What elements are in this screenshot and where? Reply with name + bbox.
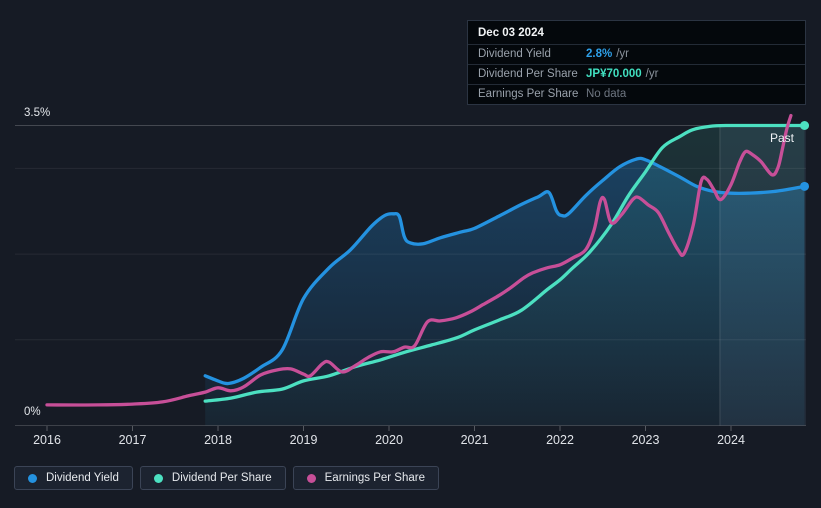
y-axis-label-max: 3.5% bbox=[24, 107, 51, 119]
x-axis-label: 2018 bbox=[204, 433, 232, 447]
x-axis-label: 2024 bbox=[717, 433, 745, 447]
legend: Dividend Yield Dividend Per Share Earnin… bbox=[14, 466, 439, 490]
legend-label: Dividend Yield bbox=[46, 472, 119, 484]
x-axis-label: 2022 bbox=[546, 433, 574, 447]
x-axis-label: 2019 bbox=[289, 433, 318, 447]
dividend-yield-dot-icon bbox=[28, 473, 37, 483]
tooltip: Dec 03 2024 Dividend Yield 2.8% /yr Divi… bbox=[467, 20, 806, 105]
tooltip-date: Dec 03 2024 bbox=[478, 27, 544, 39]
legend-item-earnings-per-share[interactable]: Earnings Per Share bbox=[292, 466, 439, 490]
dividend-per-share-dot-icon bbox=[153, 473, 163, 483]
tooltip-label: Dividend Per Share bbox=[478, 68, 578, 80]
x-axis-label: 2017 bbox=[118, 433, 147, 447]
earnings-per-share-dot-icon bbox=[306, 473, 316, 483]
x-axis-label: 2016 bbox=[33, 433, 61, 447]
legend-item-dividend-per-share[interactable]: Dividend Per Share bbox=[139, 466, 286, 490]
tooltip-row-dividend-yield: Dividend Yield 2.8% /yr bbox=[468, 44, 805, 64]
tooltip-unit: /yr bbox=[645, 68, 659, 80]
legend-label: Earnings Per Share bbox=[324, 472, 425, 484]
legend-label: Dividend Per Share bbox=[171, 472, 272, 484]
tooltip-label: Dividend Yield bbox=[478, 48, 551, 60]
y-axis-label-zero: 0% bbox=[24, 406, 41, 418]
tooltip-row-earnings-per-share: Earnings Per Share No data bbox=[468, 84, 805, 104]
tooltip-value: No data bbox=[586, 88, 627, 100]
tooltip-row-dividend-per-share: Dividend Per Share JP¥70.000 /yr bbox=[468, 64, 805, 84]
x-axis-label: 2023 bbox=[631, 433, 660, 447]
tooltip-label: Earnings Per Share bbox=[478, 88, 579, 100]
x-axis-label: 2020 bbox=[375, 433, 403, 447]
tooltip-value: JP¥70.000 bbox=[586, 68, 642, 80]
legend-item-dividend-yield[interactable]: Dividend Yield bbox=[14, 466, 133, 490]
tooltip-value: 2.8% bbox=[586, 48, 613, 60]
past-region-label: Past bbox=[770, 131, 795, 145]
tooltip-unit: /yr bbox=[616, 48, 629, 60]
x-axis-label: 2021 bbox=[460, 433, 489, 447]
